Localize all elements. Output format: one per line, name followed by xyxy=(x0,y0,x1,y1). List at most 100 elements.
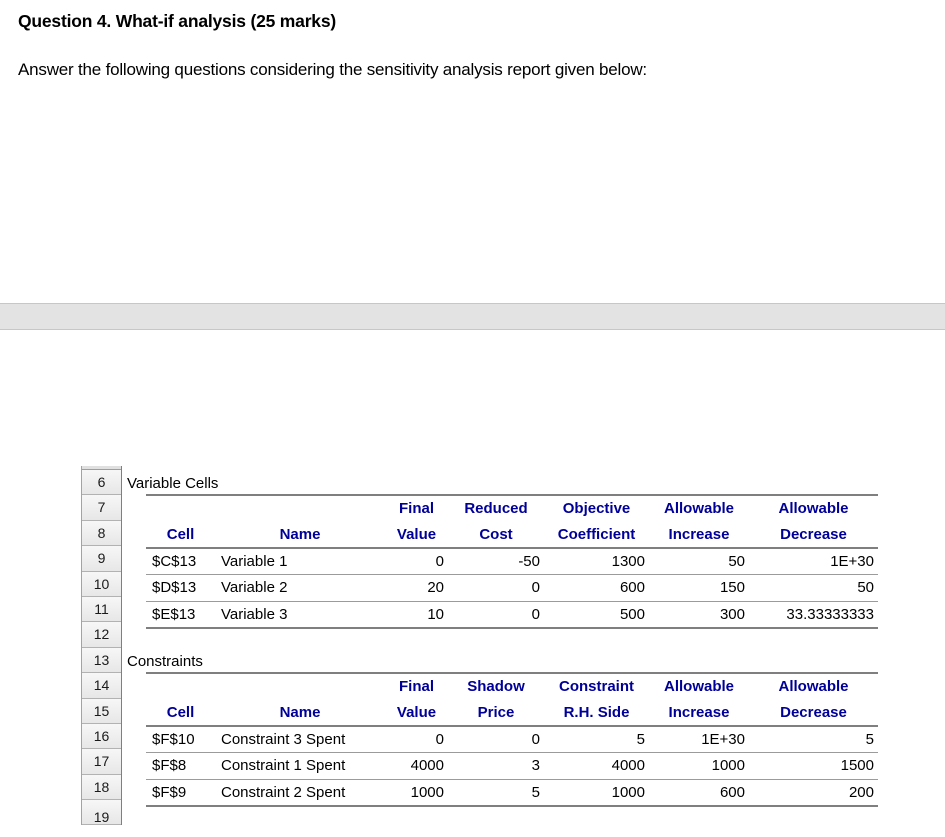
final-value: 4000 xyxy=(410,757,444,775)
row-number: 8 xyxy=(82,520,121,547)
header-cell: Cell xyxy=(166,703,195,721)
separator-band xyxy=(0,303,945,330)
allowable-increase: 600 xyxy=(719,783,745,801)
variable-cells-label: Variable Cells xyxy=(127,475,219,492)
shadow-price: 5 xyxy=(531,783,540,801)
header-value: Value xyxy=(396,703,437,721)
header-allowable-2: Allowable xyxy=(778,500,849,518)
header-value: Value xyxy=(396,525,437,543)
final-value: 0 xyxy=(435,730,444,748)
table-row: $D$13 Variable 2 20 0 600 150 50 xyxy=(146,575,878,602)
objective-coefficient: 500 xyxy=(619,605,645,623)
row-number: 13 xyxy=(82,647,121,674)
header-final: Final xyxy=(398,500,434,518)
row-number: 17 xyxy=(82,749,121,775)
variable-name: Variable 3 xyxy=(221,605,288,623)
header-objective: Objective xyxy=(562,500,631,518)
instruction-text: Answer the following questions consideri… xyxy=(18,60,647,79)
row-number: 9 xyxy=(82,546,121,572)
constraint-name: Constraint 1 Spent xyxy=(221,757,346,775)
cell-ref: $F$10 xyxy=(152,730,195,748)
constraint-name: Constraint 3 Spent xyxy=(221,730,346,748)
constraint-rhs: 1000 xyxy=(611,783,645,801)
header-allowable-2: Allowable xyxy=(778,678,849,696)
variable-cells-header-row-2: Cell Name Value Cost Coefficient Increas… xyxy=(146,521,878,549)
header-cell: Cell xyxy=(166,525,195,543)
allowable-decrease: 33.33333333 xyxy=(786,605,874,623)
table-row: $F$10 Constraint 3 Spent 0 0 5 1E+30 5 xyxy=(146,727,878,754)
constraints-table: Final Shadow Constraint Allowable Allowa… xyxy=(146,672,878,807)
constraints-label: Constraints xyxy=(127,653,203,670)
row-number: 6 xyxy=(82,470,121,496)
allowable-decrease: 50 xyxy=(857,579,874,597)
constraints-header-row-1: Final Shadow Constraint Allowable Allowa… xyxy=(146,674,878,699)
header-final: Final xyxy=(398,678,434,696)
shadow-price: 0 xyxy=(531,730,540,748)
variable-name: Variable 1 xyxy=(221,552,288,570)
cell-ref: $F$9 xyxy=(152,783,187,801)
row-number: 10 xyxy=(82,571,121,597)
row-number: 19 xyxy=(82,800,121,825)
header-name: Name xyxy=(279,703,321,721)
row-number: 15 xyxy=(82,698,121,724)
final-value: 1000 xyxy=(410,783,444,801)
allowable-increase: 300 xyxy=(719,605,745,623)
header-allowable-1: Allowable xyxy=(663,500,734,518)
reduced-cost: -50 xyxy=(518,552,540,570)
allowable-increase: 150 xyxy=(719,579,745,597)
row-number: 11 xyxy=(82,596,121,623)
final-value: 20 xyxy=(427,579,444,597)
header-increase: Increase xyxy=(668,525,730,543)
objective-coefficient: 600 xyxy=(619,579,645,597)
header-name: Name xyxy=(279,525,321,543)
page-title: Question 4. What-if analysis (25 marks) xyxy=(18,11,336,31)
header-reduced: Reduced xyxy=(464,500,528,518)
header-shadow: Shadow xyxy=(467,678,525,696)
header-coefficient: Coefficient xyxy=(557,525,636,543)
allowable-decrease: 5 xyxy=(865,730,874,748)
row-number-column: 6 7 8 9 10 11 12 13 14 15 16 17 18 19 xyxy=(81,466,122,825)
allowable-decrease: 1E+30 xyxy=(830,552,874,570)
variable-name: Variable 2 xyxy=(221,579,288,597)
row-number: 12 xyxy=(82,622,121,648)
variable-cells-header-row-1: Final Reduced Objective Allowable Allowa… xyxy=(146,496,878,521)
cell-ref: $E$13 xyxy=(152,605,196,623)
final-value: 10 xyxy=(427,605,444,623)
row-number-partial xyxy=(82,466,121,470)
table-row: $F$8 Constraint 1 Spent 4000 3 4000 1000… xyxy=(146,753,878,780)
header-cost: Cost xyxy=(479,525,513,543)
shadow-price: 3 xyxy=(531,757,540,775)
header-decrease: Decrease xyxy=(780,703,847,721)
row-number: 18 xyxy=(82,774,121,801)
table-row: $F$9 Constraint 2 Spent 1000 5 1000 600 … xyxy=(146,780,878,807)
final-value: 0 xyxy=(435,552,444,570)
cell-ref: $C$13 xyxy=(152,552,197,570)
allowable-increase: 1E+30 xyxy=(701,730,745,748)
reduced-cost: 0 xyxy=(531,579,540,597)
header-rhs: R.H. Side xyxy=(563,703,630,721)
constraint-rhs: 4000 xyxy=(611,757,645,775)
header-increase: Increase xyxy=(668,703,730,721)
allowable-increase: 1000 xyxy=(711,757,745,775)
cell-ref: $D$13 xyxy=(152,579,197,597)
header-allowable-1: Allowable xyxy=(663,678,734,696)
row-number: 7 xyxy=(82,495,121,521)
allowable-increase: 50 xyxy=(728,552,745,570)
constraints-header-row-2: Cell Name Value Price R.H. Side Increase… xyxy=(146,699,878,727)
allowable-decrease: 1500 xyxy=(840,757,874,775)
reduced-cost: 0 xyxy=(531,605,540,623)
cell-ref: $F$8 xyxy=(152,757,187,775)
table-row: $C$13 Variable 1 0 -50 1300 50 1E+30 xyxy=(146,549,878,576)
row-number: 16 xyxy=(82,723,121,750)
row-number: 14 xyxy=(82,673,121,699)
variable-cells-table: Final Reduced Objective Allowable Allowa… xyxy=(146,494,878,629)
sensitivity-report-image: 6 7 8 9 10 11 12 13 14 15 16 17 18 19 Va… xyxy=(80,466,890,825)
constraint-rhs: 5 xyxy=(636,730,645,748)
table-row: $E$13 Variable 3 10 0 500 300 33.3333333… xyxy=(146,602,878,629)
allowable-decrease: 200 xyxy=(848,783,874,801)
header-constraint: Constraint xyxy=(559,678,634,696)
header-price: Price xyxy=(477,703,515,721)
header-decrease: Decrease xyxy=(780,525,847,543)
objective-coefficient: 1300 xyxy=(611,552,645,570)
constraint-name: Constraint 2 Spent xyxy=(221,783,346,801)
